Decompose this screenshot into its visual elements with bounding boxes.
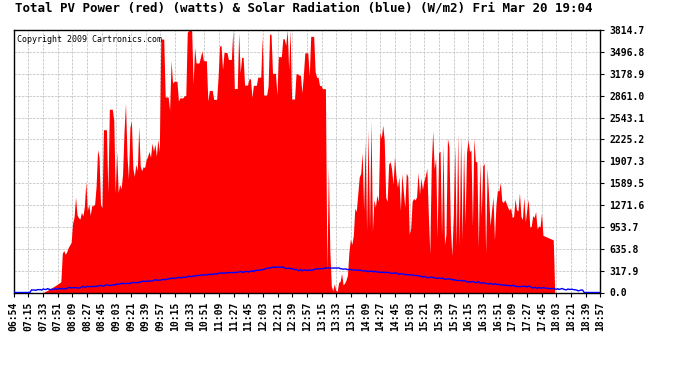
Text: Copyright 2009 Cartronics.com: Copyright 2009 Cartronics.com [17,35,161,44]
Text: Total PV Power (red) (watts) & Solar Radiation (blue) (W/m2) Fri Mar 20 19:04: Total PV Power (red) (watts) & Solar Rad… [15,2,592,15]
